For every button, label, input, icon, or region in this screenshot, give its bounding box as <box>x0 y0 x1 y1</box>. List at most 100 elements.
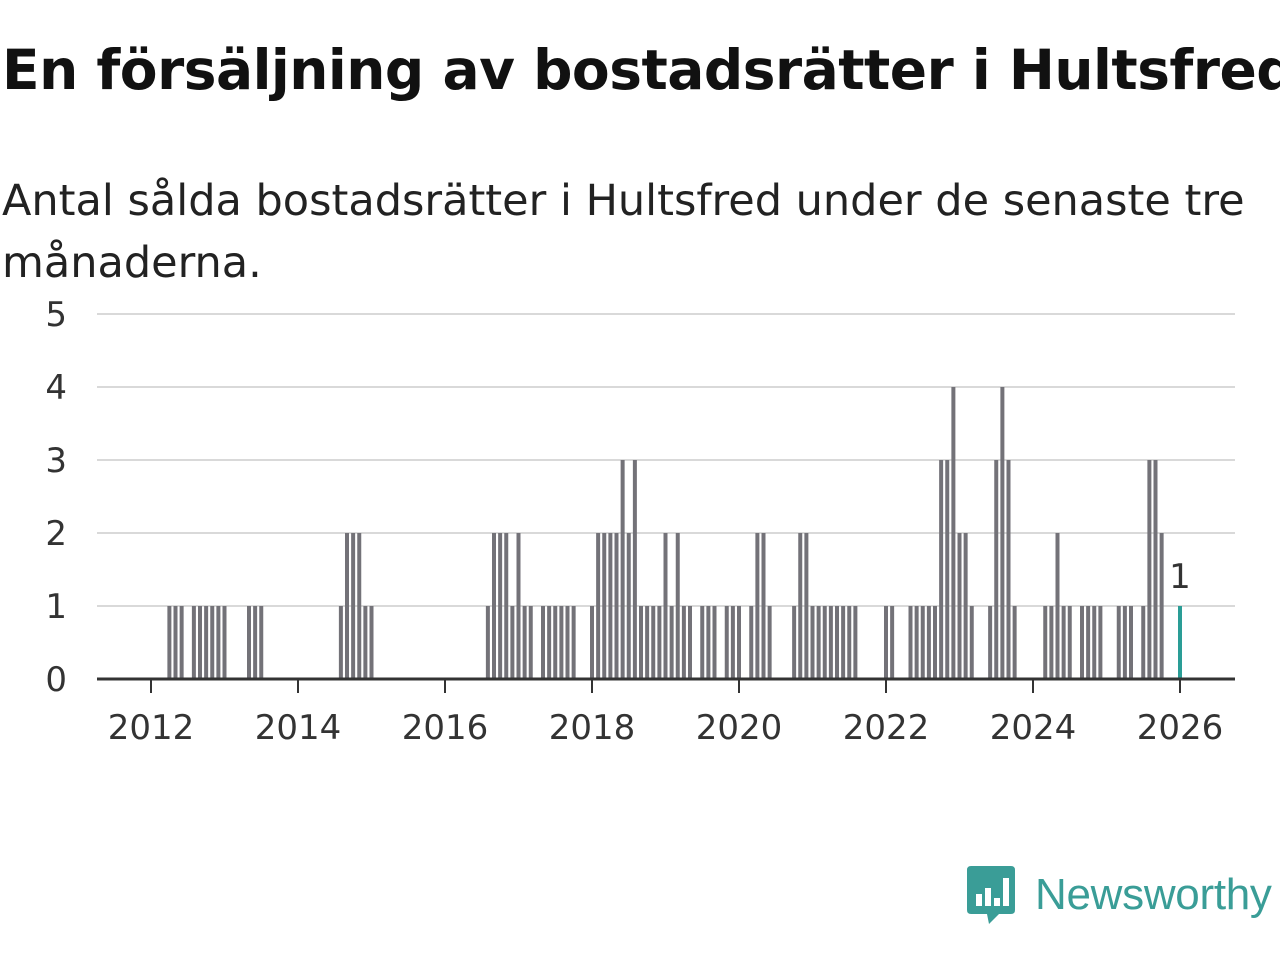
bar <box>908 606 913 679</box>
bar <box>504 533 509 679</box>
bar <box>712 606 717 679</box>
bar <box>706 606 711 679</box>
bar <box>1049 606 1054 679</box>
bar <box>835 606 839 679</box>
bar <box>724 606 729 679</box>
bar <box>688 606 692 679</box>
bar <box>798 533 803 679</box>
bar <box>669 606 674 679</box>
bar-chart: 0 1 2 3 4 5 1 2012 2014 2016 2018 2020 2022 2024 2026 <box>45 295 1235 748</box>
bar <box>969 606 974 679</box>
bar <box>596 533 601 679</box>
chart-title: En försäljning av bostadsrätter i Hultsf… <box>2 38 1280 102</box>
bar <box>730 606 735 679</box>
bar <box>179 606 184 679</box>
bar <box>620 460 625 679</box>
bar <box>485 606 490 679</box>
bar <box>571 606 576 679</box>
bar <box>767 606 772 679</box>
bar <box>498 533 503 679</box>
bar <box>626 533 631 679</box>
bar <box>1122 606 1127 679</box>
bar <box>810 606 815 679</box>
bar <box>963 533 968 679</box>
bar <box>590 606 594 679</box>
bar <box>204 606 209 679</box>
axes: 0 1 2 3 4 5 1 2012 2014 2016 2018 2020 2022 2024 2026 <box>45 295 1235 748</box>
bar <box>945 460 950 679</box>
bars <box>167 387 1182 679</box>
y-tick-label: 2 <box>45 514 67 554</box>
bar <box>657 606 662 679</box>
bar <box>338 606 343 679</box>
bar <box>828 606 833 679</box>
bar <box>700 606 705 679</box>
bar <box>510 606 515 679</box>
bar <box>553 606 558 679</box>
bar <box>173 606 178 679</box>
bar <box>1006 460 1011 679</box>
bar <box>522 606 527 679</box>
bar <box>645 606 650 679</box>
bar <box>516 533 521 679</box>
bar <box>1086 606 1091 679</box>
y-tick-label: 3 <box>45 441 67 481</box>
bar <box>1159 533 1164 679</box>
bar <box>216 606 221 679</box>
bar <box>914 606 919 679</box>
bar <box>939 460 944 679</box>
bar <box>492 533 496 679</box>
x-tick-label: 2018 <box>549 708 636 748</box>
bar <box>198 606 202 679</box>
bar <box>884 606 888 679</box>
bar <box>847 606 852 679</box>
bar <box>632 460 637 679</box>
bar <box>1055 533 1060 679</box>
bar <box>675 533 680 679</box>
x-tick-label: 2016 <box>402 708 489 748</box>
bar <box>247 606 251 679</box>
x-tick-label: 2014 <box>255 708 342 748</box>
bar <box>541 606 545 679</box>
bar <box>369 606 374 679</box>
x-tick-label: 2020 <box>696 708 783 748</box>
brand-name: Newsworthy <box>1035 870 1272 919</box>
bar <box>853 606 858 679</box>
bar <box>957 533 962 679</box>
x-tick-label: 2024 <box>990 708 1077 748</box>
bar <box>602 533 607 679</box>
bar <box>663 533 668 679</box>
bar <box>651 606 656 679</box>
bar <box>210 606 215 679</box>
x-tick-label: 2022 <box>843 708 930 748</box>
bar <box>1000 387 1005 679</box>
bar <box>357 533 362 679</box>
bar <box>363 606 368 679</box>
bar <box>792 606 797 679</box>
bar <box>259 606 264 679</box>
bar <box>1098 606 1103 679</box>
brand-logo: Newsworthy <box>965 864 1272 926</box>
bar <box>1141 606 1146 679</box>
highlight-value-label: 1 <box>1169 557 1191 597</box>
bar <box>841 606 846 679</box>
bar <box>253 606 258 679</box>
bar <box>1092 606 1097 679</box>
chart-subtitle: Antal sålda bostadsrätter i Hultsfred un… <box>2 176 1245 288</box>
y-tick-label: 1 <box>45 587 67 627</box>
bar <box>639 606 643 679</box>
bar <box>988 606 993 679</box>
bar <box>547 606 552 679</box>
bar <box>345 533 349 679</box>
bar <box>1129 606 1133 679</box>
bar <box>614 533 619 679</box>
bar <box>737 606 741 679</box>
highlight-bar <box>1178 606 1182 679</box>
bar <box>1043 606 1048 679</box>
bar <box>608 533 613 679</box>
bar <box>681 606 686 679</box>
bar <box>1116 606 1121 679</box>
bar <box>1080 606 1084 679</box>
bar <box>167 606 172 679</box>
bar <box>951 387 956 679</box>
